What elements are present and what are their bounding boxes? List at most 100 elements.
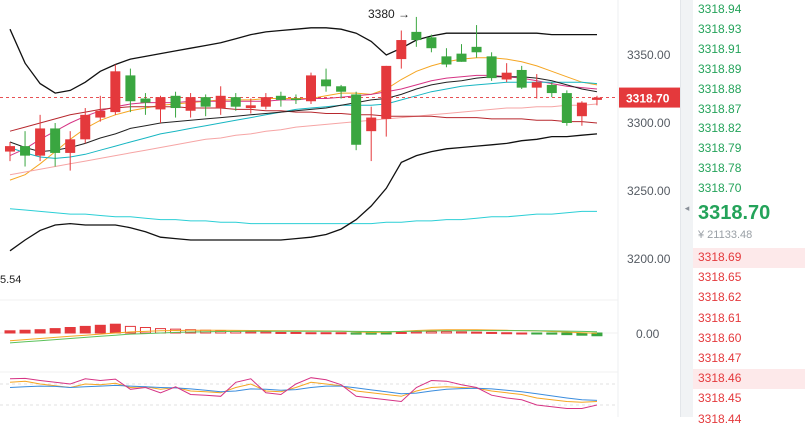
last-price-tag: [619, 87, 680, 108]
ask-row[interactable]: 3318.94: [693, 0, 805, 20]
price-tick-label: 3200.00: [627, 252, 671, 266]
macd-bar: [79, 325, 91, 334]
macd-bar: [275, 331, 287, 334]
macd-bar: [425, 331, 437, 334]
candle: [501, 72, 512, 80]
bid-row[interactable]: 3318.62: [693, 288, 805, 308]
price-tick-label: 3300.00: [627, 116, 671, 130]
candle: [275, 95, 286, 100]
macd-bar: [516, 332, 528, 335]
macd-bar: [109, 323, 121, 334]
candle: [65, 139, 76, 153]
candle: [110, 71, 121, 113]
ask-row[interactable]: 3318.87: [693, 100, 805, 120]
last-price-tag-label: 3318.70: [626, 92, 670, 106]
bid-row[interactable]: 3318.47: [693, 349, 805, 369]
candle: [381, 65, 392, 119]
macd-bar: [320, 332, 332, 335]
ask-price: 3318.89: [698, 61, 742, 76]
ask-row[interactable]: 3318.70: [693, 179, 805, 199]
macd-bar: [561, 332, 573, 336]
candle: [591, 97, 602, 100]
ask-price: 3318.91: [698, 41, 742, 56]
candle: [576, 102, 587, 117]
ask-row[interactable]: 3318.82: [693, 119, 805, 139]
bid-price: 3318.44: [698, 411, 742, 426]
candle: [336, 86, 347, 92]
ask-row[interactable]: 3318.78: [693, 159, 805, 179]
candle: [561, 93, 572, 123]
candle: [80, 114, 91, 140]
price-tick-label: 3250.00: [627, 184, 671, 198]
moving-average-line: [9, 208, 597, 225]
bollinger-upper-line: [9, 27, 597, 94]
bid-row[interactable]: 3318.46: [693, 369, 805, 390]
macd-bar: [305, 332, 317, 335]
bid-price: 3318.60: [698, 330, 742, 345]
macd-bar: [486, 331, 498, 334]
macd-bar: [410, 331, 422, 334]
macd-dea-line: [9, 330, 598, 344]
candle: [170, 95, 181, 109]
macd-bar: [380, 332, 392, 335]
ask-row[interactable]: 3318.91: [693, 40, 805, 60]
ask-price: 3318.78: [698, 161, 742, 176]
panel-collapse-toggle[interactable]: ◂: [680, 0, 694, 417]
bid-row[interactable]: 3318.65: [693, 268, 805, 288]
candle: [486, 56, 497, 79]
candle: [155, 97, 166, 110]
candle: [95, 110, 106, 118]
ask-price: 3318.82: [698, 121, 742, 136]
candle: [456, 53, 467, 62]
macd-bar: [124, 325, 136, 334]
moving-average-line: [9, 81, 598, 159]
ask-price: 3318.79: [698, 141, 742, 156]
moving-average-line: [9, 106, 598, 132]
candle: [546, 84, 557, 94]
candle: [200, 97, 211, 107]
kline-chart-panel[interactable]: 3350.00 3300.00 3250.00 3200.00 3380 → 5.54 33…: [0, 0, 680, 417]
bid-price: 3318.46: [698, 371, 742, 386]
macd-bar: [34, 329, 46, 334]
candle: [306, 75, 316, 102]
candle: [185, 97, 196, 111]
candle: [230, 97, 241, 107]
macd-bar: [185, 329, 197, 334]
kline-chart[interactable]: 3350.00 3300.00 3250.00 3200.00 3380 → 5.54 33…: [0, 0, 680, 417]
macd-bar: [64, 327, 76, 334]
bid-row[interactable]: 3318.45: [693, 389, 805, 409]
candle: [290, 98, 301, 101]
ask-row[interactable]: 3318.88: [693, 80, 805, 100]
candle: [351, 94, 362, 145]
candle: [396, 40, 407, 60]
macd-bar: [365, 332, 377, 335]
last-price: 3318.70: [698, 202, 771, 224]
ask-row[interactable]: 3318.93: [693, 20, 805, 40]
order-book: 3318.94 3318.93 3318.91 3318.89 3318.88 3318.…: [693, 0, 805, 426]
ask-row[interactable]: 3318.89: [693, 60, 805, 80]
bid-price: 3318.45: [698, 391, 742, 406]
macd-bar: [395, 331, 407, 334]
candle: [5, 146, 15, 152]
bid-row[interactable]: 3318.61: [693, 309, 805, 329]
turnover-value: ¥ 21133.48: [698, 229, 753, 241]
candle: [321, 79, 332, 87]
bid-row[interactable]: 3318.69: [693, 248, 805, 268]
macd-bar: [350, 332, 362, 335]
candle: [35, 128, 46, 156]
candle: [426, 37, 437, 49]
candle: [245, 105, 256, 109]
candle: [516, 69, 527, 88]
bid-row[interactable]: 3318.44: [693, 410, 805, 430]
ask-price: 3318.70: [698, 181, 742, 196]
macd-bar: [576, 332, 588, 336]
candle: [531, 82, 542, 88]
ask-row[interactable]: 3318.79: [693, 139, 805, 159]
kdj-d-line: [9, 384, 598, 401]
candle: [140, 98, 151, 103]
ask-price: 3318.93: [698, 21, 742, 36]
bid-row[interactable]: 3318.60: [693, 329, 805, 349]
macd-bar: [94, 324, 106, 334]
bollinger-middle-line: [9, 76, 598, 153]
